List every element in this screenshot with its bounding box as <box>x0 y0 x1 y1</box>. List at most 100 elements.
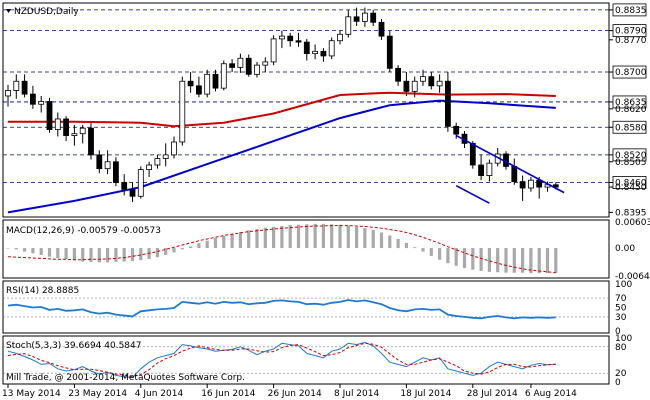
macd-histogram-bar <box>379 232 384 249</box>
rsi-tick-label: 50 <box>615 304 627 314</box>
candle-bull <box>337 33 343 42</box>
macd-histogram-bar <box>321 223 325 249</box>
candle-bull <box>411 80 418 92</box>
price-tick-label: 0.8700 <box>615 68 647 78</box>
x-tick-label: 23 May 2014 <box>68 389 127 399</box>
macd-histogram-bar <box>238 232 242 249</box>
candle-bull <box>71 133 78 136</box>
macd-histogram-bar <box>521 248 525 273</box>
price-level-box <box>612 24 647 38</box>
macd-histogram-bar <box>371 229 375 249</box>
candle-bull <box>237 57 244 68</box>
x-tick-label: 8 Jul 2014 <box>334 389 379 399</box>
macd-histogram-bar <box>404 242 408 249</box>
candle-bull <box>38 101 45 105</box>
x-tick-label: 13 May 2014 <box>2 389 61 399</box>
macd-histogram-bar <box>454 248 458 266</box>
candle-bull <box>154 158 161 166</box>
candle-bear <box>113 161 119 183</box>
candle-bull <box>79 127 86 135</box>
candle-bear <box>96 154 103 170</box>
macd-histogram-bar <box>355 226 359 249</box>
candle-bull <box>420 76 426 82</box>
rsi-line <box>7 299 556 320</box>
macd-tick-label: 0.00 <box>615 244 635 254</box>
macd-histogram-bar <box>255 229 259 249</box>
candle-bear <box>370 12 377 23</box>
macd-histogram-bar <box>81 248 85 262</box>
channel-line-upper <box>455 134 565 194</box>
candle-bear <box>428 76 435 87</box>
symbol-arrow-icon[interactable] <box>6 9 11 13</box>
macd-histogram-bar <box>496 248 500 273</box>
rsi-label: RSI(14) 28.8885 <box>6 286 79 296</box>
macd-histogram-bar <box>504 248 508 273</box>
macd-histogram-bar <box>56 248 60 259</box>
macd-histogram-bar <box>6 248 10 249</box>
macd-label: MACD(12,26,9) -0.00579 -0.00573 <box>6 226 161 236</box>
macd-histogram-bar <box>280 226 284 249</box>
candle-bear <box>511 165 518 182</box>
candle-bear <box>303 41 310 55</box>
rsi-panel-frame <box>2 280 610 334</box>
candle-bull <box>137 169 144 197</box>
candle-bear <box>453 125 460 135</box>
candle-bull <box>345 16 352 35</box>
macd-histogram-bar <box>346 225 350 249</box>
channel-lines <box>455 134 565 204</box>
x-tick-label: 16 Jun 2014 <box>201 389 255 399</box>
price-tick-label: 0.8770 <box>615 36 647 46</box>
x-tick-label: 6 Aug 2014 <box>525 389 577 399</box>
macd-histogram-bar <box>512 248 516 273</box>
price-level-box <box>612 148 647 162</box>
candle-bull <box>146 164 153 170</box>
macd-histogram-bar <box>14 248 18 250</box>
candle-bull <box>486 162 493 176</box>
macd-histogram-bar <box>72 248 76 261</box>
price-tick-label: 0.8450 <box>615 183 647 193</box>
candle-bear <box>29 93 36 105</box>
candle-bear <box>378 21 385 37</box>
price-tick-label: 0.8580 <box>615 123 647 133</box>
macd-histogram-bar <box>31 248 35 254</box>
price-level-box <box>612 65 647 79</box>
candle-bear <box>229 63 236 68</box>
candle-bull <box>312 50 319 55</box>
candle-bull <box>220 63 227 89</box>
macd-histogram-bar <box>429 248 433 256</box>
macd-histogram-bar <box>554 248 558 274</box>
candle-bear <box>212 73 219 89</box>
candle-bull <box>254 64 260 75</box>
price-tick-label: 0.8790 <box>615 27 647 37</box>
candle-bear <box>386 35 393 69</box>
price-tick-label: 0.8460 <box>615 178 647 188</box>
macd-histogram-bar <box>139 248 143 261</box>
macd-histogram-bar <box>296 224 301 249</box>
price-tick-label: 0.8835 <box>615 6 647 16</box>
stoch-main-line <box>7 341 556 379</box>
candle-bear <box>88 127 94 156</box>
candle-bear <box>63 118 69 136</box>
price-level-box <box>612 176 647 189</box>
macd-histogram-bar <box>479 248 483 271</box>
stoch-signal-line <box>7 342 556 378</box>
candle-bear <box>444 80 451 127</box>
candle-bull <box>179 80 186 143</box>
price-panel-frame <box>2 2 610 218</box>
price-tick-label: 0.8395 <box>615 208 647 218</box>
macd-histogram-bar <box>396 238 400 249</box>
macd-histogram-bar <box>363 228 367 249</box>
macd-histogram-bar <box>421 248 425 252</box>
moving-averages <box>7 91 556 214</box>
candle-bear <box>46 101 53 130</box>
candle-bear <box>403 80 410 92</box>
candle-bull <box>528 179 534 189</box>
price-level-box <box>612 3 647 17</box>
price-level-box <box>612 95 647 109</box>
price-level-box <box>612 120 647 134</box>
macd-histogram-bar <box>263 227 267 249</box>
macd-tick-label: 0.00603 <box>615 218 650 228</box>
